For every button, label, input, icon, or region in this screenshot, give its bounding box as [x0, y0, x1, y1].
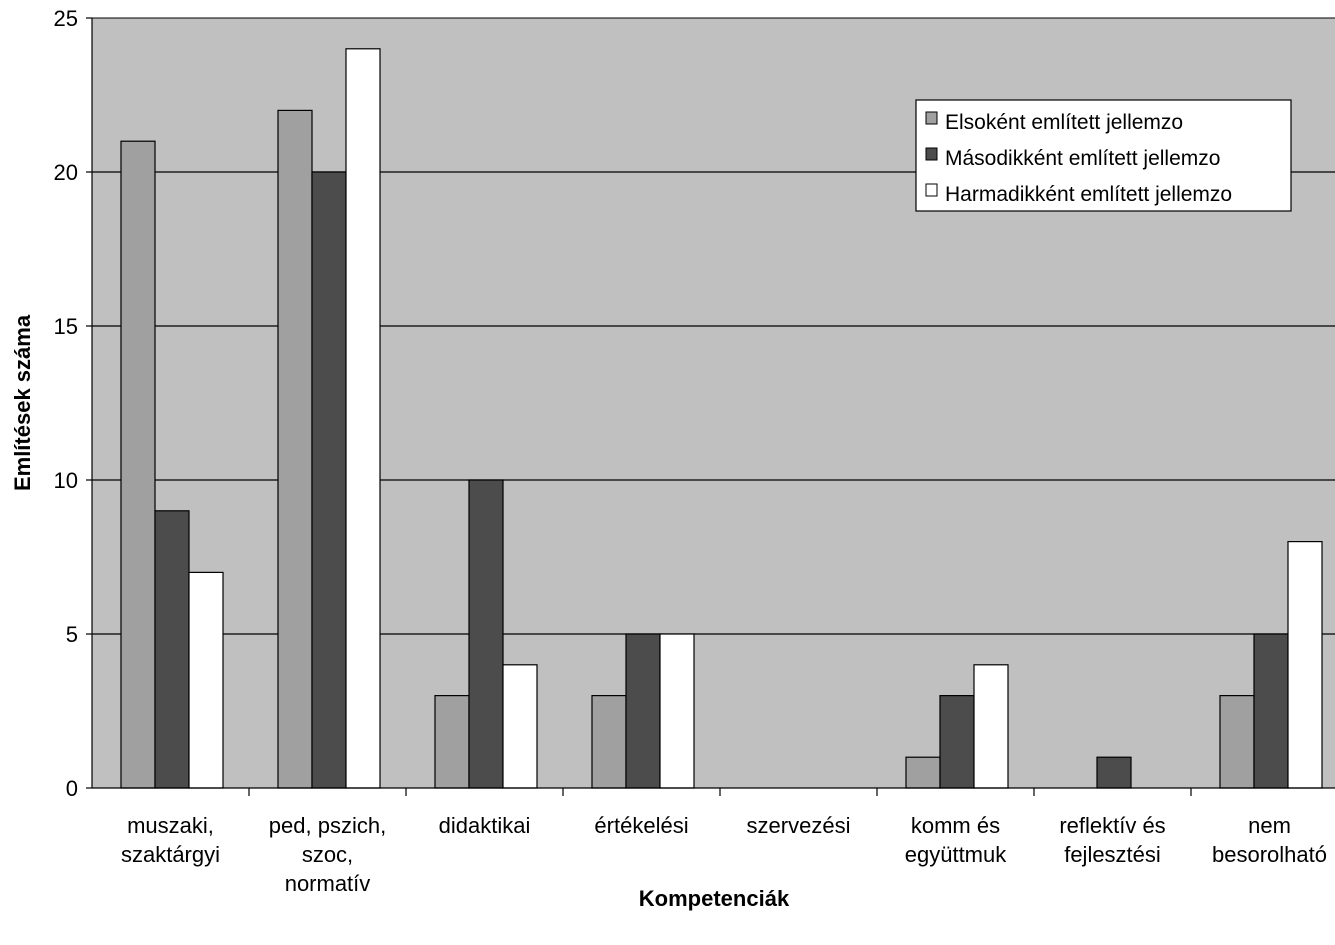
bar [345, 48, 381, 789]
legend-swatch [925, 183, 938, 197]
y-tick-label: 25 [54, 6, 78, 31]
x-category-label-line: muszaki, [127, 813, 214, 838]
x-category-label-line: szaktárgyi [121, 842, 220, 867]
x-axis-title: Kompetenciák [639, 886, 790, 911]
legend-item: Elsoként említett jellemzo [925, 111, 1183, 134]
legend-label: Másodikként említett jellemzo [945, 147, 1220, 170]
x-category-label-line: együttmuk [905, 842, 1007, 867]
legend-box [915, 99, 1292, 212]
bar [154, 510, 190, 789]
bar [502, 664, 538, 789]
legend-item: Másodikként említett jellemzo [925, 147, 1220, 170]
bar [939, 694, 975, 789]
y-tick-label: 15 [54, 314, 78, 339]
x-category-label: reflektív és fejlesztési [1059, 813, 1165, 867]
y-tick-label: 5 [66, 622, 78, 647]
bar [659, 633, 695, 789]
x-category-label: komm és együttmuk [905, 813, 1007, 867]
x-category-label-line: reflektív és [1059, 813, 1165, 838]
y-tick-label: 10 [54, 468, 78, 493]
x-category-label: muszaki, szaktárgyi [121, 813, 220, 867]
legend-label: Elsoként említett jellemzo [945, 111, 1183, 134]
legend-label: Harmadikként említett jellemzo [945, 183, 1232, 206]
x-category-label-line: nem [1248, 813, 1291, 838]
x-category-label-line: szervezési [747, 813, 851, 838]
x-category-label: ped, pszich, szoc, normatív [269, 813, 386, 896]
legend: Elsoként említett jellemzo Másodikként em… [915, 99, 1292, 212]
bar [188, 571, 224, 789]
bars [120, 48, 1323, 789]
y-tick-labels: 0 5 10 15 20 25 [54, 6, 78, 801]
axes [86, 17, 1335, 796]
bar [468, 479, 504, 789]
x-category-label-line: besorolható [1212, 842, 1327, 867]
legend-swatch [925, 147, 938, 161]
bar [311, 171, 347, 789]
x-category-label: nem besorolható [1212, 813, 1327, 867]
y-tick-label: 20 [54, 160, 78, 185]
x-category-label-line: fejlesztési [1064, 842, 1161, 867]
x-category-label-line: szoc, [302, 842, 353, 867]
x-category-label-line: normatív [285, 871, 371, 896]
bar [905, 756, 941, 789]
x-category-label: szervezési [747, 813, 851, 838]
x-category-labels: muszaki, szaktárgyi ped, pszich, szoc, norma… [121, 813, 1327, 896]
bar [120, 140, 156, 789]
bar [277, 109, 313, 789]
bar [1287, 540, 1323, 789]
bar [434, 694, 470, 789]
x-category-label-line: komm és [911, 813, 1000, 838]
y-axis-title: Említések száma [10, 314, 35, 491]
bar [625, 633, 661, 789]
legend-swatch [925, 111, 938, 125]
x-category-label: didaktikai [439, 813, 531, 838]
x-category-label-line: értékelési [594, 813, 688, 838]
bar [1096, 756, 1132, 789]
bar [1253, 633, 1289, 789]
bar [973, 664, 1009, 789]
bar [1219, 694, 1255, 789]
x-category-label: értékelési [594, 813, 688, 838]
x-category-label-line: didaktikai [439, 813, 531, 838]
x-category-label-line: ped, pszich, [269, 813, 386, 838]
legend-item: Harmadikként említett jellemzo [925, 183, 1232, 206]
bar [591, 694, 627, 789]
y-tick-label: 0 [66, 776, 78, 801]
